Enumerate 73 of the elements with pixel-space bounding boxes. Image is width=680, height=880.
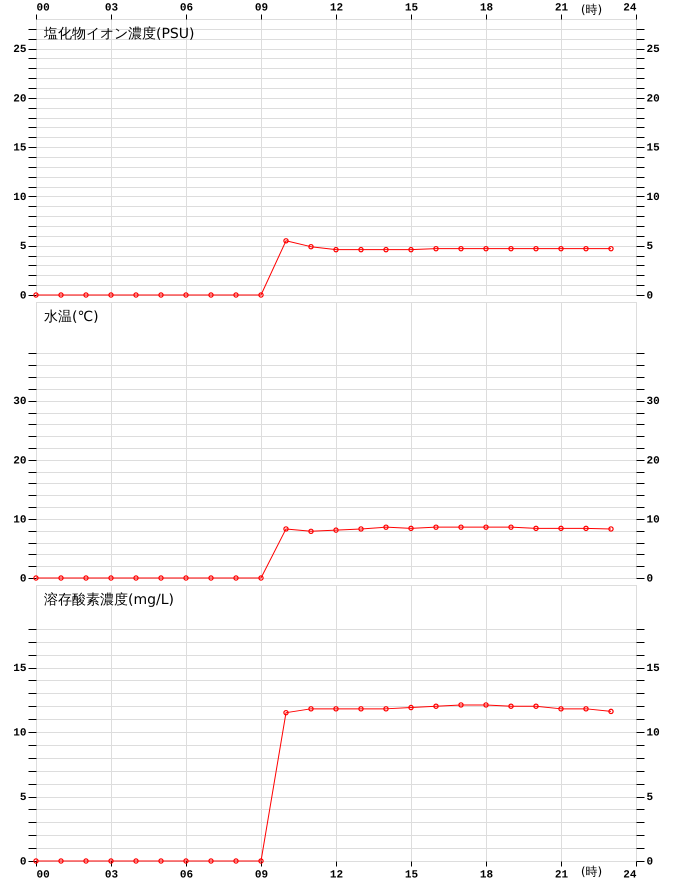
y-tick-label: 20 (13, 455, 26, 468)
x-tick-label: 00 (36, 870, 50, 880)
x-axis-title: (時) (580, 2, 602, 16)
point (483, 524, 489, 530)
point (433, 524, 439, 530)
point (133, 575, 139, 581)
point (533, 526, 539, 532)
x-tick-label: 00 (36, 2, 50, 14)
point (233, 575, 239, 581)
point (283, 526, 289, 532)
y2-tick-label: 15 (646, 663, 660, 676)
x-tick-label: 15 (404, 2, 418, 14)
x-tick-label: 21 (554, 870, 568, 880)
x-tick-label: 24 (623, 870, 637, 880)
point (458, 524, 464, 530)
y2-tick-label: 5 (646, 241, 654, 254)
y-tick-label: 0 (20, 290, 26, 302)
y-tick-label: 0 (20, 574, 26, 586)
y2-tick-label: 30 (646, 396, 660, 408)
y-tick-label: 30 (13, 396, 26, 408)
x-tick-label: 06 (180, 870, 194, 880)
point (58, 575, 64, 581)
y2-tick-label: 10 (646, 192, 660, 204)
y-tick-label: 10 (13, 514, 26, 526)
y-tick-label: 10 (13, 192, 26, 204)
point (558, 526, 564, 532)
point (183, 575, 189, 581)
x-tick-label: 21 (554, 2, 568, 14)
y2-tick-label: 10 (646, 728, 660, 740)
y-tick-label: 20 (13, 93, 26, 106)
x-tick-label: 09 (254, 2, 268, 14)
x-axis-title: (時) (580, 864, 602, 878)
x-tick-label: 15 (404, 870, 418, 880)
x-tick-label: 12 (330, 2, 344, 14)
point (583, 526, 589, 532)
x-tick-label: 24 (623, 2, 637, 14)
point (333, 527, 339, 533)
y2-tick-label: 5 (646, 792, 654, 804)
point (108, 575, 114, 581)
point (258, 575, 264, 581)
point (383, 524, 389, 530)
y-tick-label: 10 (13, 728, 26, 740)
y2-tick-label: 20 (646, 93, 660, 106)
text: 水温(℃) (44, 309, 99, 325)
point (83, 575, 89, 581)
point (358, 526, 364, 532)
y2-tick-label: 25 (646, 44, 660, 56)
point (158, 575, 164, 581)
point (208, 575, 214, 581)
point (508, 524, 514, 530)
y-tick-label: 15 (13, 663, 27, 676)
y-tick-label: 0 (20, 856, 26, 868)
y2-tick-label: 15 (646, 142, 660, 155)
y2-tick-label: 0 (646, 856, 654, 868)
point (408, 526, 414, 532)
text: 塩化物イオン濃度(PSU) (43, 26, 194, 42)
x-tick-label: 03 (104, 2, 118, 14)
y-tick-label: 5 (20, 241, 27, 254)
y-tick-label: 5 (20, 792, 27, 804)
x-tick-label: 03 (104, 870, 118, 880)
x-tick-label: 12 (330, 870, 344, 880)
text: 溶存酸素濃度(mg/L) (44, 592, 174, 608)
point (308, 528, 314, 534)
x-tick-label: 06 (180, 2, 194, 14)
y-tick-label: 15 (13, 142, 27, 155)
y2-tick-label: 10 (646, 514, 660, 526)
y2-tick-label: 0 (646, 574, 654, 586)
y-tick-label: 25 (13, 44, 27, 56)
x-tick-label: 18 (480, 2, 494, 14)
y2-tick-label: 0 (646, 290, 654, 302)
x-tick-label: 09 (254, 870, 268, 880)
y2-tick-label: 20 (646, 455, 660, 468)
x-tick-label: 18 (480, 870, 494, 880)
